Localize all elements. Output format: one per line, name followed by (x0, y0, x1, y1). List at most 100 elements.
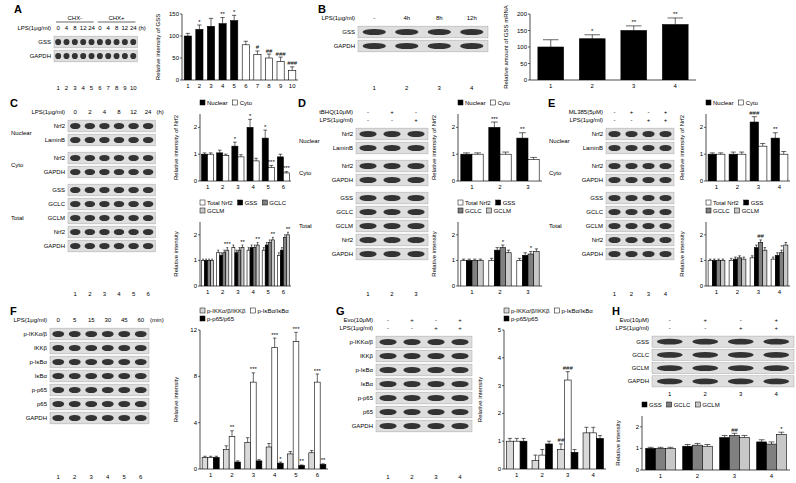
x-tick-label: 3 (566, 472, 570, 478)
legend-label: GSS (649, 402, 662, 408)
lane-number: 3 (414, 291, 418, 297)
blot-band (625, 163, 637, 169)
error-bar (280, 57, 281, 61)
blot-band (383, 177, 400, 183)
y-tick-label: 4 (194, 420, 198, 426)
annotations: ##* (731, 426, 783, 433)
band-label: IKKβ (360, 353, 374, 359)
band-label: Nrf2 (592, 237, 604, 243)
bar (564, 380, 571, 469)
panel-letter: G (336, 305, 345, 317)
y-tick (528, 47, 530, 48)
blot-band (659, 223, 671, 229)
blot-strip (652, 363, 794, 374)
band-label: GSS (636, 339, 649, 345)
significance: *** (314, 368, 322, 374)
treatment-cell: 12 (130, 109, 137, 115)
error-bar (269, 54, 270, 58)
significance: *** (224, 241, 232, 247)
blot-strip (606, 142, 674, 154)
y-tick (704, 154, 706, 155)
lane-number: 2 (88, 291, 92, 297)
bar (242, 45, 249, 80)
error-bar (754, 117, 755, 122)
x-tick-label: 5 (267, 184, 271, 190)
error-cap (501, 245, 504, 246)
treatment-label: LPS(1μg/ml) (616, 325, 649, 331)
y-tick (456, 286, 458, 287)
bar (245, 442, 251, 469)
blot-strip (606, 174, 674, 186)
error-bar (530, 251, 531, 254)
lane-number: 5 (90, 85, 94, 91)
treatment-cell: + (703, 317, 707, 323)
blot-band (99, 201, 109, 207)
band-label: GAPDH (332, 251, 353, 257)
legend-label: p-p65/p65 (511, 316, 539, 322)
lane-number: 5 (123, 474, 127, 480)
treatment-cell: 60 (137, 317, 144, 323)
blot-strip (606, 160, 674, 172)
error-cap (263, 130, 267, 131)
bar (208, 260, 211, 286)
bar (253, 248, 256, 286)
error-bar (268, 444, 269, 447)
treatment-cell: 0 (57, 317, 61, 323)
bar (320, 464, 326, 469)
error-cap (508, 438, 512, 439)
y-tick-label: 0 (636, 467, 640, 473)
x-tick-label: 3 (526, 184, 530, 190)
blot-band (427, 423, 444, 429)
annotations: ** (502, 239, 533, 251)
treatment-cell: - (367, 117, 369, 123)
band-label: GAPDH (30, 53, 51, 59)
blot-strip (376, 406, 472, 418)
blot-strip (376, 420, 472, 432)
blot-band (363, 29, 386, 35)
legend-label: Nuclear (713, 100, 734, 106)
blot-band (128, 187, 138, 193)
error-cap (522, 438, 526, 439)
error-cap (284, 234, 286, 235)
blot-band (403, 339, 420, 345)
blot-band (135, 359, 147, 365)
bar (278, 463, 284, 469)
x-tick-label: 2 (541, 472, 545, 478)
bar (202, 260, 205, 286)
y-tick-label: 1 (194, 151, 198, 157)
legend-label: GCLC (713, 208, 730, 214)
blot-band (608, 237, 620, 243)
lane-number: 3 (103, 291, 107, 297)
blot-band (451, 353, 468, 359)
blot-band (102, 331, 114, 337)
blot-band (763, 339, 789, 345)
x-tick-label: 3 (733, 473, 737, 479)
y-axis-label: Relative intensity (477, 377, 483, 422)
blot-band (85, 201, 95, 207)
error-bar (257, 242, 258, 245)
blot-panel: HEvo(10μM)-+-+LPS(1μg/ml)--++GSSGCLCGCLM… (612, 305, 794, 397)
blot-band (122, 39, 128, 45)
blot-band (428, 29, 451, 35)
blot-band (143, 229, 153, 235)
x-tick-label: 6 (244, 83, 248, 89)
error-bar (254, 245, 255, 248)
blot-band (395, 43, 418, 49)
legend-label: p-IκBα/IκBα (561, 308, 593, 314)
blot-band (379, 353, 396, 359)
legend-swatch (496, 200, 501, 205)
error-cap (755, 245, 758, 246)
blot-band (427, 381, 444, 387)
blot-band (99, 169, 109, 175)
y-axis-label: Relative intensity (679, 231, 685, 276)
treatment-cell: 4h (403, 15, 410, 21)
error-cap (734, 257, 737, 258)
blot-band (728, 378, 754, 384)
blot-band (608, 145, 620, 151)
band-label: GCLC (336, 209, 353, 215)
band-label: GCLM (586, 223, 603, 229)
significance: * (233, 9, 236, 15)
bar (289, 70, 296, 80)
y-axis-label: Relative intensity of Nrf2 (173, 114, 179, 180)
legend-label: GCLM (742, 208, 759, 214)
